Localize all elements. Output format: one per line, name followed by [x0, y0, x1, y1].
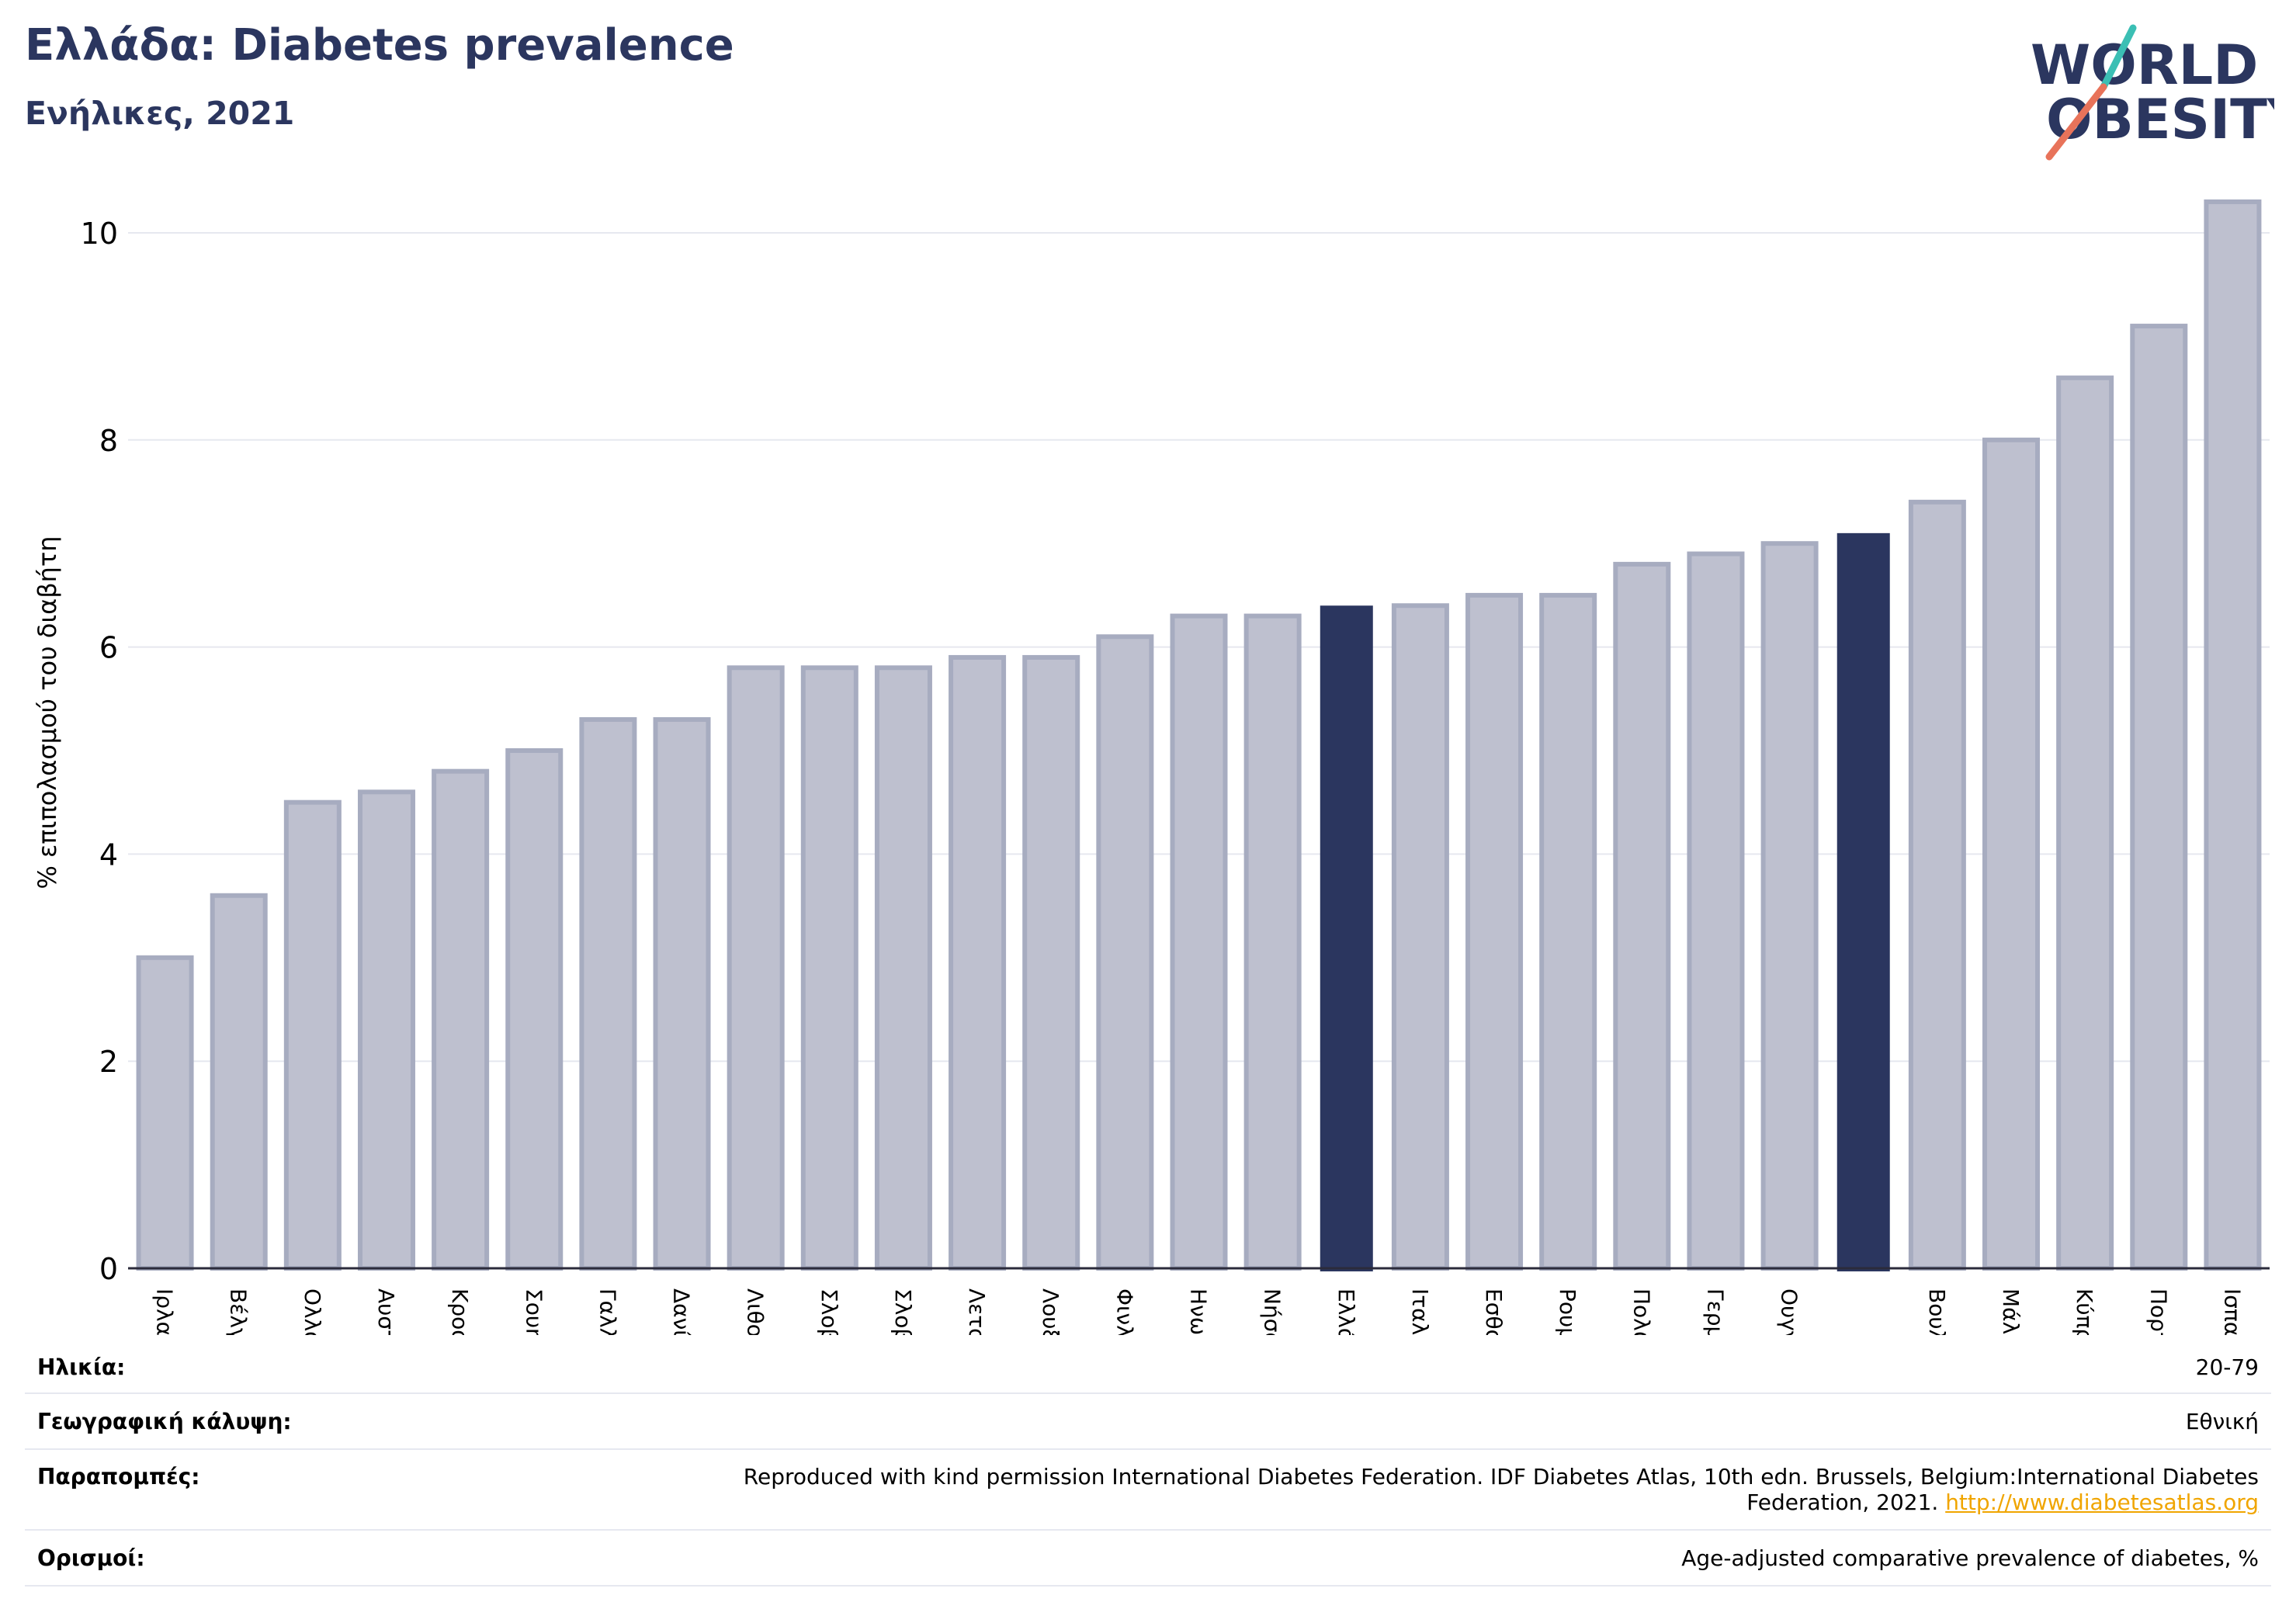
x-tick-label: Ηνωμένο Βασίλειο	[1186, 1288, 1212, 1335]
metadata-table: Ηλικία: 20-79 Γεωγραφική κάλυψη: Εθνική …	[25, 1341, 2271, 1587]
meta-definitions-value: Age-adjusted comparative prevalence of d…	[1681, 1545, 2259, 1571]
y-tick-label: 10	[81, 217, 118, 251]
meta-age-value: 20-79	[2195, 1354, 2259, 1380]
x-tick-label: Πολωνία	[1628, 1288, 1654, 1335]
x-tick-label: Σλοβακία	[817, 1288, 842, 1335]
meta-references-link[interactable]: http://www.diabetesatlas.org	[1945, 1489, 2259, 1515]
bar	[1465, 592, 1524, 1271]
page-subtitle: Ενήλικες, 2021	[25, 95, 295, 132]
logo-line2: OBESITY	[2046, 88, 2274, 151]
x-tick-label: Ελλάδα	[1334, 1288, 1359, 1335]
x-tick-label: Ισπανία	[2219, 1288, 2245, 1335]
meta-references-text-2: Federation, 2021.	[1746, 1489, 1946, 1515]
bar	[579, 716, 637, 1271]
bar	[1687, 551, 1745, 1271]
x-tick-label: Εσθονία	[1481, 1288, 1507, 1335]
logo-slash-bottom	[2045, 83, 2107, 161]
bar	[1170, 613, 1228, 1271]
bar	[2204, 199, 2262, 1271]
x-tick-label: Ρουμανία	[1555, 1288, 1580, 1335]
logo-slash-top	[2100, 24, 2137, 91]
x-tick-label: Ολλανδία	[300, 1288, 325, 1335]
bar	[1320, 605, 1373, 1271]
y-tick-label: 6	[99, 631, 118, 665]
bar	[874, 665, 932, 1271]
x-tick-label: Γαλλία	[595, 1288, 620, 1335]
y-tick-label: 2	[99, 1045, 118, 1079]
bar	[1022, 654, 1080, 1271]
x-tick-label: Σλοβενία	[890, 1288, 916, 1335]
bar	[1982, 437, 2041, 1271]
x-tick-label: Κροατία	[447, 1288, 473, 1335]
logo-line1: WORLD	[2031, 33, 2258, 97]
bar	[136, 955, 194, 1271]
bar	[1908, 499, 1966, 1271]
x-tick-label: Ιταλία	[1407, 1288, 1433, 1335]
meta-references-text-1: Reproduced with kind permission Internat…	[743, 1464, 2259, 1489]
page-title: Ελλάδα: Diabetes prevalence	[25, 20, 734, 71]
x-tick-label: Λιθουανία	[743, 1288, 768, 1335]
x-tick-label: Βέλγιο	[226, 1288, 251, 1335]
bar	[2056, 375, 2114, 1271]
bar	[1391, 603, 1449, 1271]
meta-row-coverage: Γεωγραφική κάλυψη: Εθνική	[25, 1394, 2271, 1450]
y-tick-label: 0	[99, 1252, 118, 1286]
meta-row-references: Παραπομπές: Reproduced with kind permiss…	[25, 1450, 2271, 1531]
bar	[653, 716, 711, 1271]
bar	[210, 893, 268, 1271]
bar	[432, 768, 490, 1271]
bar	[283, 799, 342, 1271]
bar	[2130, 324, 2188, 1271]
x-tick-label: Αυστρία	[373, 1288, 399, 1335]
x-tick-label: Φινλανδία	[1112, 1288, 1137, 1335]
x-tick-label: Κύπρος	[2072, 1288, 2097, 1335]
x-tick-label: Ουγγαρία	[1777, 1288, 1802, 1335]
meta-definitions-label: Ορισμοί:	[37, 1545, 145, 1571]
meta-row-age: Ηλικία: 20-79	[25, 1341, 2271, 1394]
bar	[1096, 634, 1154, 1271]
x-tick-label: Πορτογαλία	[2145, 1288, 2171, 1335]
bar	[949, 654, 1007, 1271]
x-tick-label: Γερμανία	[1702, 1288, 1728, 1335]
y-axis-label: % επιπολασμού του διαβήτη	[33, 536, 62, 889]
x-tick-label: Λετονία	[964, 1288, 990, 1335]
bar	[505, 748, 564, 1271]
bar	[1613, 561, 1671, 1271]
bar	[800, 665, 858, 1271]
bar	[1836, 532, 1890, 1271]
x-tick-label: Δανία	[669, 1288, 695, 1335]
y-tick-label: 4	[99, 838, 118, 872]
meta-references-label: Παραπομπές:	[37, 1464, 200, 1489]
x-tick-label: Ιρλανδία	[152, 1288, 178, 1335]
x-tick-label: Λουξεμβούργο	[1038, 1288, 1063, 1335]
bar	[1760, 541, 1819, 1271]
meta-references-value: Reproduced with kind permission Internat…	[744, 1464, 2259, 1515]
x-tick-label: Μάλτα	[1998, 1288, 2024, 1335]
x-tick-label: Σουηδία	[521, 1288, 546, 1335]
bar	[727, 665, 785, 1271]
bar	[357, 789, 415, 1271]
y-tick-label: 8	[99, 424, 118, 458]
meta-age-label: Ηλικία:	[37, 1354, 126, 1380]
x-tick-label: Νήσος Μαν	[1260, 1288, 1285, 1335]
world-obesity-logo: WORLD OBESITY	[2031, 24, 2274, 161]
meta-coverage-label: Γεωγραφική κάλυψη:	[37, 1408, 292, 1434]
meta-row-definitions: Ορισμοί: Age-adjusted comparative preval…	[25, 1531, 2271, 1587]
meta-coverage-value: Εθνική	[2185, 1408, 2259, 1434]
bar	[1243, 613, 1302, 1271]
bar-chart: 0 2 4 6 8 10 % επιπολασμού του διαβήτη Ιρλανδία…	[33, 199, 2270, 1335]
bar	[1539, 592, 1597, 1271]
x-tick-label: Βουλγαρία	[1924, 1288, 1950, 1335]
